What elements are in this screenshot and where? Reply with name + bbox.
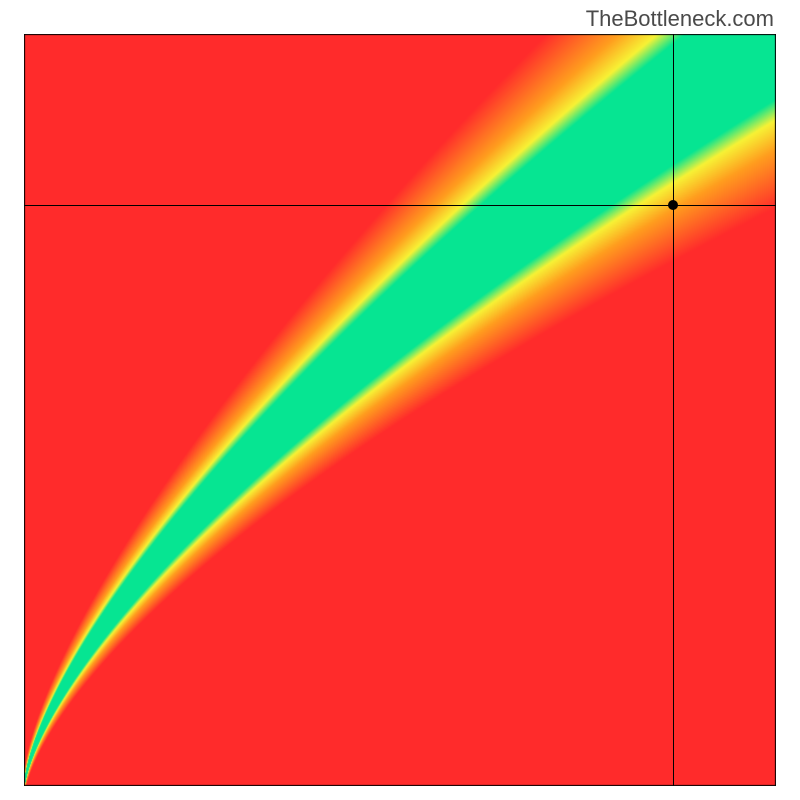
crosshair-horizontal [24, 205, 776, 206]
plot-area [24, 34, 776, 786]
watermark-text: TheBottleneck.com [586, 6, 774, 32]
crosshair-vertical [673, 34, 674, 786]
intersection-marker [668, 200, 678, 210]
heatmap-canvas [24, 34, 776, 786]
